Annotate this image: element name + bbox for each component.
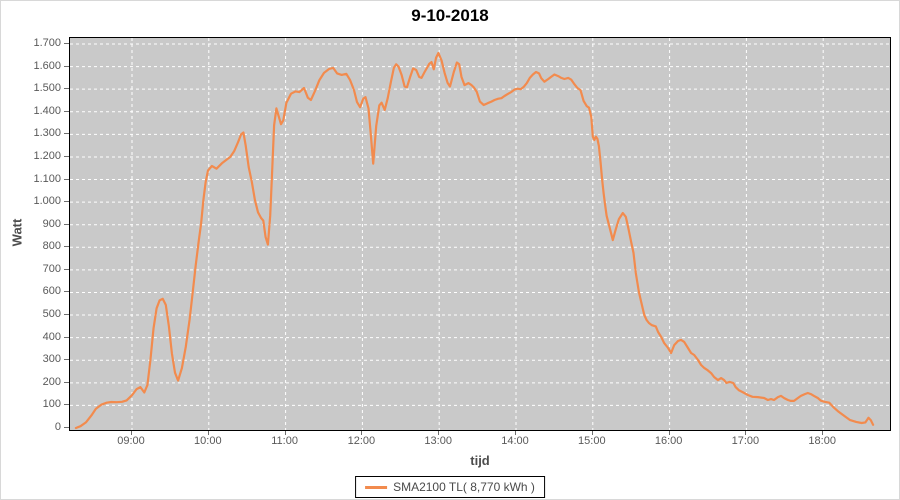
- y-tick-mark: [64, 223, 69, 225]
- y-tick-mark: [64, 133, 69, 135]
- x-tick-mark: [131, 431, 132, 435]
- y-tick-mark: [64, 65, 69, 67]
- legend-series-label: SMA2100 TL( 8,770 kWh ): [393, 480, 535, 494]
- y-tick-mark: [64, 268, 69, 270]
- x-tick-mark: [361, 431, 363, 435]
- y-tick-label: 200: [42, 375, 61, 388]
- x-tick-mark: [438, 431, 440, 435]
- x-tick-mark: [591, 431, 593, 435]
- y-axis-label: Watt: [9, 218, 25, 247]
- y-tick-label: 300: [42, 353, 61, 366]
- plot-area: [69, 37, 891, 431]
- x-tick-label: 11:00: [271, 435, 298, 447]
- y-tick-mark: [64, 155, 69, 157]
- x-tick-label: 17:00: [731, 435, 760, 447]
- y-tick-mark: [64, 404, 69, 406]
- y-tick-mark: [64, 359, 69, 361]
- y-tick-label: 1.400: [33, 104, 61, 117]
- y-tick-mark: [64, 427, 69, 428]
- x-tick-mark: [207, 431, 209, 435]
- y-tick-label: 700: [42, 262, 61, 275]
- y-tick-mark: [64, 291, 69, 293]
- x-tick-mark: [284, 431, 286, 435]
- y-tick-label: 500: [42, 308, 61, 321]
- x-tick-mark: [515, 431, 516, 435]
- y-tick-label: 800: [42, 240, 61, 253]
- x-tick-label: 12:00: [347, 435, 376, 447]
- y-tick-label: 400: [42, 330, 61, 343]
- y-tick-label: 0: [54, 421, 61, 433]
- y-tick-label: 1.300: [33, 127, 61, 140]
- x-tick-mark: [745, 431, 747, 435]
- y-tick-mark: [64, 381, 69, 383]
- x-tick-label: 16:00: [654, 435, 683, 447]
- y-tick-label: 900: [42, 217, 61, 230]
- y-tick-mark: [64, 43, 69, 44]
- x-tick-label: 10:00: [194, 435, 222, 447]
- x-axis-label: tijd: [470, 453, 490, 468]
- y-tick-mark: [64, 88, 69, 90]
- y-tick-mark: [64, 314, 69, 316]
- x-tick-label: 13:00: [424, 435, 452, 447]
- legend-line-swatch: [365, 485, 388, 489]
- chart-title: 9-10-2018: [411, 6, 489, 25]
- y-tick-label: 100: [42, 398, 61, 411]
- y-tick-mark: [64, 336, 69, 338]
- x-tick-mark: [822, 431, 824, 435]
- y-tick-label: 1.600: [33, 59, 61, 72]
- x-tick-label: 09:00: [117, 435, 145, 447]
- power-series-line: [74, 51, 875, 430]
- y-tick-mark: [64, 201, 69, 203]
- x-tick-label: 15:00: [578, 435, 606, 447]
- plot-canvas: [70, 38, 890, 430]
- x-tick-mark: [668, 431, 670, 435]
- y-tick-label: 1.700: [33, 37, 61, 49]
- y-tick-label: 1.100: [33, 172, 61, 185]
- legend-box: SMA2100 TL( 8,770 kWh ): [355, 476, 545, 498]
- y-tick-label: 600: [42, 285, 61, 298]
- y-tick-mark: [64, 110, 69, 112]
- x-tick-label: 18:00: [808, 435, 836, 447]
- x-tick-label: 14:00: [501, 435, 529, 447]
- y-tick-label: 1.000: [33, 195, 61, 208]
- y-tick-label: 1.200: [33, 149, 61, 162]
- y-tick-mark: [64, 178, 69, 180]
- y-tick-mark: [64, 246, 69, 248]
- y-tick-label: 1.500: [33, 82, 61, 95]
